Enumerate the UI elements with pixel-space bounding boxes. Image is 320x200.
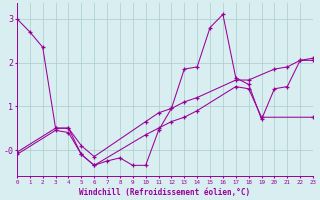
- X-axis label: Windchill (Refroidissement éolien,°C): Windchill (Refroidissement éolien,°C): [79, 188, 251, 197]
